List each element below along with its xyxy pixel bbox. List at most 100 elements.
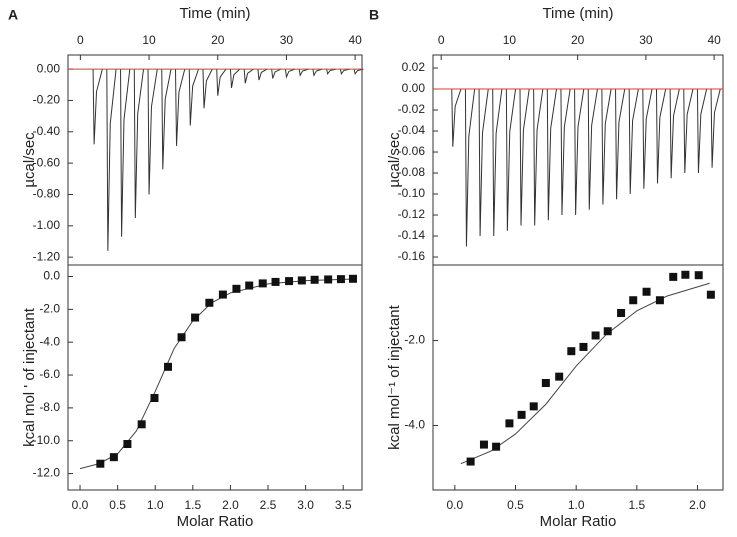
x-tick-label: 40 (707, 33, 721, 47)
injection-peak (133, 69, 145, 218)
x-tick-label: 0 (77, 33, 84, 47)
y-tick-label: -0.14 (398, 228, 426, 242)
data-point (629, 296, 638, 305)
x-tick-label: 10 (142, 33, 156, 47)
plot-frame (67, 54, 363, 266)
data-point (541, 379, 550, 388)
injection-peak (339, 68, 350, 75)
x-tick-label: 40 (348, 33, 362, 47)
x-axis-title: Time (min) (542, 5, 613, 22)
y-tick-label: -12.0 (33, 466, 61, 480)
injection-peak (492, 88, 503, 237)
y-tick-label: -0.80 (33, 187, 61, 201)
data-point (123, 440, 132, 449)
injection-peak (202, 68, 213, 109)
y-tick-label: -0.04 (398, 123, 426, 137)
panel-label: A (8, 7, 18, 23)
injection-peak (669, 88, 680, 179)
x-tick-label: 0.5 (507, 498, 524, 512)
data-point (567, 347, 576, 356)
y-tick-label: -0.20 (33, 93, 61, 107)
panel-label: B (369, 7, 379, 23)
y-tick-label: -2.0 (404, 333, 425, 347)
injection-peak (655, 88, 667, 184)
x-tick-label: 0 (438, 33, 445, 47)
data-point (177, 333, 186, 342)
x-tick-label: 2.0 (689, 498, 706, 512)
x-tick-label: 20 (211, 33, 225, 47)
data-point (191, 313, 200, 322)
injection-peak (92, 68, 103, 145)
injection-peak (683, 88, 694, 174)
data-point (706, 290, 715, 299)
y-axis-title: kcal mol⁻¹ of injectant (386, 304, 403, 449)
y-tick-label: -4.0 (39, 334, 60, 348)
injection-peak (601, 88, 612, 205)
y-tick-label: -2.0 (39, 302, 60, 316)
data-point (324, 275, 333, 284)
y-tick-label: -6.0 (39, 367, 60, 381)
injection-peak (312, 68, 323, 77)
data-point (150, 394, 159, 403)
y-tick-label: -1.00 (33, 218, 61, 232)
y-tick-label: -0.40 (33, 124, 61, 138)
x-axis-title: Molar Ratio (177, 513, 254, 530)
data-point (617, 308, 626, 317)
injection-peak (628, 88, 639, 195)
y-tick-label: 0.00 (37, 61, 61, 75)
data-point (232, 284, 241, 293)
x-tick-label: 0.5 (109, 498, 126, 512)
data-point (245, 281, 254, 290)
plot-frame (432, 54, 724, 266)
y-axis-title: µcal/sec (386, 132, 403, 188)
data-point (517, 410, 526, 419)
injection-peak (533, 88, 544, 226)
injection-peak (587, 88, 598, 210)
data-point (258, 279, 267, 288)
x-axis-title: Molar Ratio (540, 513, 617, 530)
injection-peak (451, 88, 462, 147)
injection-peak (478, 88, 489, 237)
injection-peak (161, 69, 172, 170)
x-axis-title: Time (min) (179, 5, 250, 22)
y-tick-label: -10.0 (33, 433, 61, 447)
injection-peak (216, 68, 227, 96)
x-tick-label: 30 (639, 33, 653, 47)
data-point (591, 331, 600, 340)
y-tick-label: -0.10 (398, 186, 426, 200)
data-point (579, 342, 588, 351)
x-tick-label: 0.0 (446, 498, 463, 512)
data-point (271, 277, 280, 286)
y-tick-label: -0.12 (398, 207, 426, 221)
injection-peak (298, 68, 309, 77)
y-tick-label: -1.20 (33, 249, 61, 263)
injection-peak (326, 68, 337, 75)
injection-peak (560, 88, 571, 216)
injection-peak (615, 88, 626, 200)
data-point (297, 276, 306, 285)
y-tick-label: -0.06 (398, 144, 426, 158)
data-point (669, 272, 678, 281)
data-point (205, 298, 214, 307)
data-point (529, 402, 538, 411)
injection-peak (106, 69, 117, 251)
injection-peak (353, 68, 364, 75)
injection-peak (188, 68, 199, 126)
x-tick-label: 20 (571, 33, 585, 47)
y-tick-label: -0.60 (33, 155, 61, 169)
data-point (466, 457, 475, 466)
x-tick-label: 2.5 (260, 498, 277, 512)
data-point (310, 275, 319, 284)
x-tick-label: 1.0 (147, 498, 164, 512)
injection-peak (574, 88, 585, 216)
data-point (164, 362, 173, 371)
data-point (642, 287, 651, 296)
injection-peak (696, 88, 708, 174)
data-point (218, 290, 227, 299)
data-point (137, 420, 146, 429)
injection-peak (257, 68, 268, 81)
data-point (655, 296, 664, 305)
y-axis-title: µcal/sec (21, 132, 38, 188)
x-tick-label: 0.0 (72, 498, 89, 512)
injection-peak (519, 88, 530, 226)
